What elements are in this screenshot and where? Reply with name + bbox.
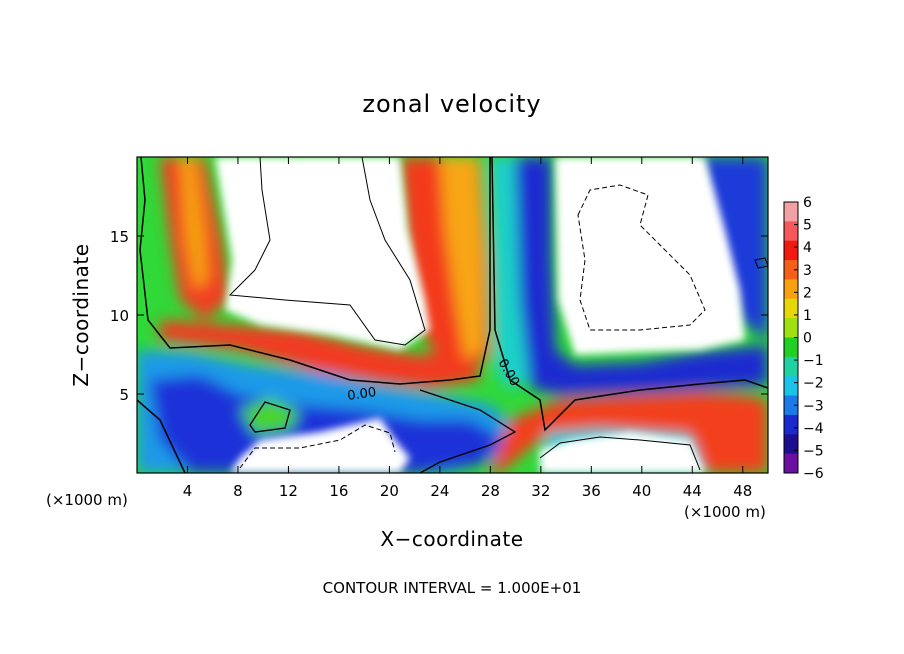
region-blue-band [515, 157, 768, 395]
colorbar-tick-label: −6 [803, 466, 824, 482]
contour-zero-island [249, 401, 291, 433]
contour-negative-upper-right [577, 184, 706, 331]
y-axis-label: Z−coordinate [69, 243, 93, 386]
colorbar-swatch [784, 337, 798, 358]
colorbar-swatch [784, 318, 798, 338]
contour-zero-right [491, 157, 768, 432]
colorbar-swatch [784, 202, 798, 222]
y-tick-label: 10 [110, 307, 129, 325]
x-tick-label: 48 [733, 482, 752, 500]
colorbar-tick-label: 4 [803, 240, 812, 256]
x-unit-label: (×1000 m) [684, 503, 766, 521]
x-tick-label: 32 [531, 482, 550, 500]
colorbar-swatch [784, 298, 798, 319]
x-tick-label: 12 [279, 482, 298, 500]
colorbar-swatch [784, 240, 798, 261]
x-tick-label: 20 [380, 482, 399, 500]
region-orange-plume [440, 157, 484, 360]
x-tick-label: 24 [430, 482, 449, 500]
colorbar-swatch [784, 395, 798, 416]
x-axis-ticks: 4 8 12 16 20 24 28 32 36 40 44 48 [183, 157, 752, 500]
colorbar-tick-label: −3 [803, 398, 824, 414]
contour-zero-left [139, 157, 491, 385]
y-axis-ticks: 5 10 15 [110, 228, 768, 404]
region-warm-shelf [160, 320, 480, 388]
colorbar-tick-label: −2 [803, 376, 824, 392]
colorbar: 6 5 4 3 2 1 0 −1 −2 −3 −4 −5 −6 [783, 195, 824, 482]
colorbar-swatch [784, 356, 798, 377]
z-unit-label: (×1000 m) [46, 491, 128, 509]
y-tick-label: 5 [119, 386, 129, 404]
x-tick-label: 16 [329, 482, 348, 500]
heatmap-field [137, 157, 768, 473]
colorbar-swatch [784, 453, 798, 474]
colorbar-swatch [784, 376, 798, 397]
colorbar-tick-label: −5 [803, 443, 824, 459]
contour-negative-lower-mid [239, 424, 396, 469]
x-tick-label: 40 [632, 482, 651, 500]
colorbar-tick-label: 6 [803, 195, 812, 211]
contour-interval-note: CONTOUR INTERVAL = 1.000E+01 [323, 579, 582, 597]
chart-title: zonal velocity [362, 90, 541, 118]
x-tick-label: 8 [233, 482, 243, 500]
colorbar-swatch [784, 434, 798, 455]
x-axis-label: X−coordinate [380, 527, 523, 551]
contour-zero-mid [419, 389, 517, 473]
colorbar-tick-label: 5 [803, 218, 812, 234]
contour-label-left: 0.00 [346, 385, 377, 404]
colorbar-tick-label: 3 [803, 263, 812, 279]
contour-positive-lower-right [539, 436, 701, 471]
colorbar-swatch [784, 279, 798, 300]
contour-right-edge-loop [754, 257, 768, 269]
colorbar-tick-label: 0 [803, 331, 812, 347]
x-tick-label: 36 [582, 482, 601, 500]
colorbar-swatch [784, 221, 798, 242]
x-tick-label: 28 [481, 482, 500, 500]
region-white-upper-right [555, 157, 745, 355]
colorbar-tick-label: −1 [803, 353, 824, 369]
x-tick-label: 44 [683, 482, 702, 500]
y-tick-label: 15 [110, 228, 129, 246]
x-tick-label: 4 [183, 482, 193, 500]
region-white-lower-mid [230, 418, 410, 473]
colorbar-tick-label: 1 [803, 308, 812, 324]
contour-positive-upper-left [228, 157, 426, 346]
colorbar-tick-label: −4 [803, 421, 824, 437]
colorbar-tick-label: 2 [803, 285, 812, 301]
colorbar-swatch [784, 414, 798, 435]
contour-zero-lower [137, 399, 186, 473]
colorbar-swatch [784, 260, 798, 280]
region-white-upper-left [215, 157, 430, 350]
region-orange-left-band [180, 157, 208, 290]
region-blue-lower-left [150, 375, 505, 473]
